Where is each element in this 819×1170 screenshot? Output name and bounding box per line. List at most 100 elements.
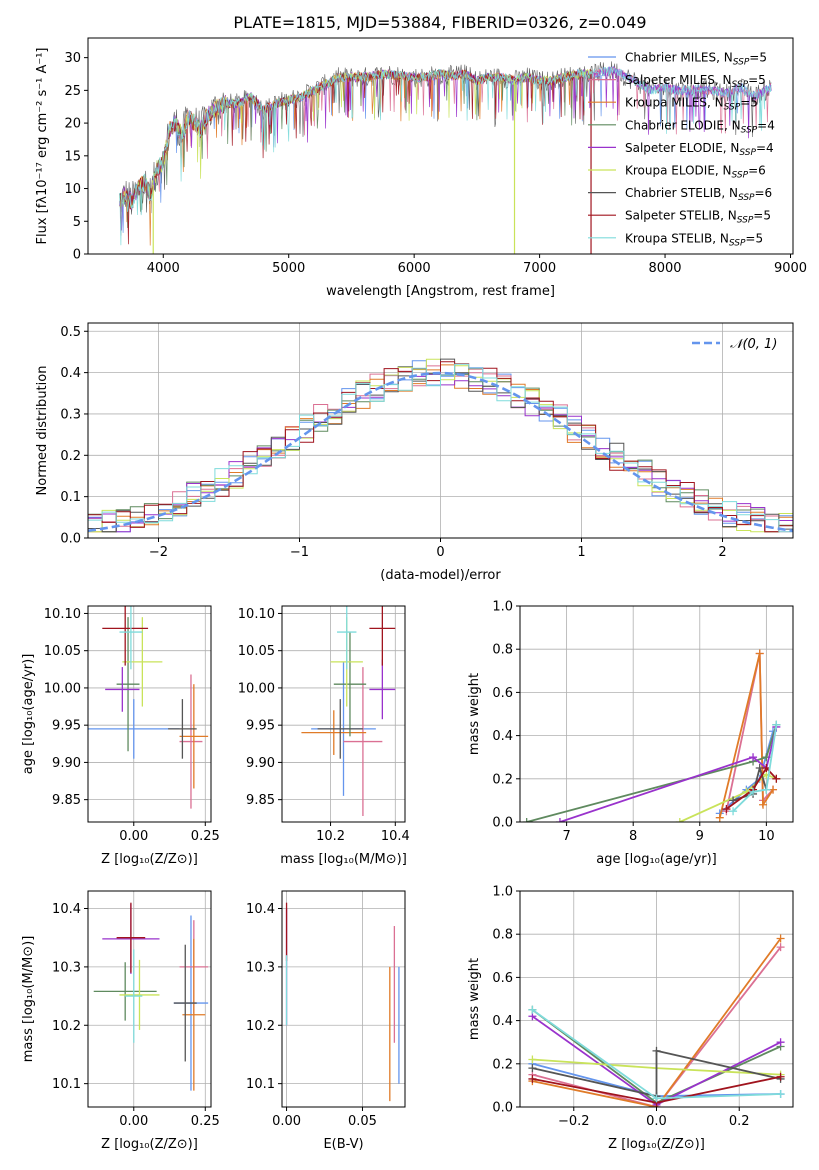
age-vs-mass-ytick-label: 10.05 xyxy=(238,644,275,659)
weight-vs-age-marker xyxy=(715,813,724,822)
mass-vs-Z-ytick-label: 10.1 xyxy=(52,1077,81,1092)
weight-vs-Z-marker xyxy=(776,1072,785,1081)
age-vs-Z-plot-area xyxy=(88,606,209,809)
spectrum-ytick-label: 30 xyxy=(64,51,81,66)
weight-vs-age-marker xyxy=(759,800,768,809)
spectrum-legend: Chabrier MILES, NSSP=5 Salpeter MILES, NS… xyxy=(588,51,775,248)
weight-vs-Z-marker xyxy=(776,934,785,943)
weight-vs-Z-marker xyxy=(528,1064,537,1073)
weight-vs-Z-line-1 xyxy=(532,946,782,1107)
legend-entry: Salpeter STELIB, NSSP=5 xyxy=(625,209,771,226)
spectrum-ytick-label: 5 xyxy=(73,215,81,230)
weight-vs-age-line-2 xyxy=(718,653,774,818)
legend-entry: Kroupa ELODIE, NSSP=6 xyxy=(625,164,766,181)
mass-vs-Z-frame xyxy=(87,890,212,1108)
weight-vs-age-marker xyxy=(555,818,564,822)
weight-vs-Z-ylabel: mass weight xyxy=(467,958,482,1040)
weight-vs-Z-xtick-label: 0.0 xyxy=(646,1114,667,1129)
weight-vs-Z-ytick-label: 1.0 xyxy=(492,885,513,900)
weight-vs-age-line-3 xyxy=(526,724,778,822)
weight-vs-age-ytick-label: 0.6 xyxy=(492,686,513,701)
mass-vs-Z-axes: 0.00 0.25 10.1 10.2 10.3 10.4 Z [log₁₀(Z/Z⊙)] m… xyxy=(21,890,220,1152)
weight-vs-age-frame xyxy=(519,605,794,823)
age-vs-Z-ytick-label: 9.85 xyxy=(52,793,81,808)
mass-vs-EBV-ytick-label: 10.3 xyxy=(246,960,275,975)
mass-vs-Z-xtick-label: 0.00 xyxy=(119,1114,148,1129)
weight-vs-Z-marker xyxy=(776,943,785,952)
weight-vs-age-marker xyxy=(749,753,758,762)
mass-vs-EBV-plot-area xyxy=(285,902,400,1102)
residuals-xtick-label: 0 xyxy=(436,545,444,560)
weight-vs-age-plot-area xyxy=(522,649,781,822)
age-vs-mass-frame xyxy=(281,605,406,823)
weight-vs-age-ytick-label: 0.8 xyxy=(492,643,513,658)
legend-entry: Kroupa MILES, NSSP=5 xyxy=(625,96,758,113)
weight-vs-age-ylabel: mass weight xyxy=(467,673,482,755)
age-vs-mass-axes: 10.2 10.4 9.85 9.90 9.95 10.00 10.05 10.10 mass … xyxy=(238,605,410,867)
residuals-ytick-label: 0.3 xyxy=(60,407,81,422)
weight-vs-age-marker xyxy=(749,787,758,796)
weight-vs-Z-marker xyxy=(652,1094,661,1103)
age-vs-Z-ytick-label: 9.95 xyxy=(52,719,81,734)
legend-entry: Chabrier MILES, NSSP=5 xyxy=(625,51,767,68)
figure-title: PLATE=1815, MJD=53884, FIBERID=0326, z=0… xyxy=(233,13,646,32)
mass-vs-EBV-frame xyxy=(281,890,406,1108)
age-vs-Z-ytick-label: 10.00 xyxy=(44,681,81,696)
spectrum-xtick-label: 7000 xyxy=(523,261,556,276)
legend-entry: Salpeter MILES, NSSP=5 xyxy=(625,73,766,90)
normal-legend-label: 𝒩(0, 1) xyxy=(730,337,777,352)
weight-vs-Z-ytick-label: 0.6 xyxy=(492,971,513,986)
weight-vs-age-marker xyxy=(772,720,781,729)
spectrum-ytick-label: 20 xyxy=(64,117,81,132)
residuals-ytick-label: 0.5 xyxy=(60,325,81,340)
spectrum-ytick-label: 25 xyxy=(64,84,81,99)
weight-vs-age-ytick-label: 0.0 xyxy=(492,816,513,831)
mass-vs-EBV-xlabel: E(B-V) xyxy=(323,1137,363,1152)
age-vs-mass-ytick-label: 9.95 xyxy=(246,719,275,734)
mass-vs-EBV-ytick-label: 10.4 xyxy=(246,902,275,917)
residuals-axes: −2 −1 0 1 2 0.0 0.1 0.2 0.3 0.4 0.5 (data-model)/er… xyxy=(35,322,794,583)
weight-vs-Z-marker xyxy=(652,1046,661,1055)
weight-vs-Z-marker xyxy=(776,1038,785,1047)
age-vs-mass-ytick-label: 10.00 xyxy=(238,681,275,696)
weight-vs-Z-xtick-label: −0.2 xyxy=(558,1114,590,1129)
weight-vs-age-line-4 xyxy=(559,726,778,822)
weight-vs-age-xtick-label: 9 xyxy=(696,829,704,844)
weight-vs-age-marker xyxy=(772,774,781,783)
mass-vs-EBV-axes: 0.00 0.05 10.1 10.2 10.3 10.4 E(B-V) xyxy=(246,890,406,1152)
age-vs-mass-xtick-label: 10.4 xyxy=(381,829,410,844)
residuals-ytick-label: 0.2 xyxy=(60,449,81,464)
age-vs-Z-ytick-label: 10.05 xyxy=(44,644,81,659)
weight-vs-Z-marker xyxy=(776,1090,785,1099)
residuals-ytick-label: 0.1 xyxy=(60,490,81,505)
weight-vs-Z-line-2 xyxy=(532,937,782,1107)
weight-vs-age-line-7 xyxy=(725,766,778,810)
weight-vs-age-marker xyxy=(722,805,731,814)
age-vs-Z-ylabel: age [log₁₀(age/yr)] xyxy=(21,654,36,775)
spectrum-xtick-label: 8000 xyxy=(648,261,681,276)
age-vs-Z-axes: 0.00 0.25 9.85 9.90 9.95 10.00 10.05 10.10 Z [lo… xyxy=(21,605,220,867)
spectrum-ylabel: Flux [fλ10⁻¹⁷ erg cm⁻² s⁻¹ A⁻¹] xyxy=(35,48,50,245)
spectrum-ytick-label: 10 xyxy=(64,182,81,197)
age-vs-Z-xtick-label: 0.00 xyxy=(119,829,148,844)
age-vs-mass-ytick-label: 9.90 xyxy=(246,756,275,771)
mass-vs-Z-xlabel: Z [log₁₀(Z/Z⊙)] xyxy=(101,1137,198,1152)
weight-vs-age-ytick-label: 0.4 xyxy=(492,729,513,744)
residuals-ytick-label: 0.4 xyxy=(60,366,81,381)
spectrum-xlabel: wavelength [Angstrom, rest frame] xyxy=(326,284,555,299)
mass-vs-EBV-xtick-label: 0.00 xyxy=(272,1114,301,1129)
spectrum-line-8 xyxy=(119,66,772,246)
age-vs-Z-xlabel: Z [log₁₀(Z/Z⊙)] xyxy=(101,852,198,867)
weight-vs-Z-ytick-label: 0.8 xyxy=(492,928,513,943)
weight-vs-Z-ytick-label: 0.2 xyxy=(492,1057,513,1072)
age-vs-mass-ytick-label: 9.85 xyxy=(246,793,275,808)
mass-vs-EBV-xtick-label: 0.05 xyxy=(348,1114,377,1129)
residuals-xtick-label: 2 xyxy=(718,545,726,560)
mass-vs-EBV-ytick-label: 10.2 xyxy=(246,1019,275,1034)
residuals-ylabel: Normed distribution xyxy=(35,366,50,496)
legend-entry: Salpeter ELODIE, NSSP=4 xyxy=(625,141,774,158)
weight-vs-Z-line-6 xyxy=(532,1049,781,1098)
age-vs-Z-xtick-label: 0.25 xyxy=(191,829,220,844)
age-vs-mass-ytick-label: 10.10 xyxy=(238,607,275,622)
weight-vs-age-marker xyxy=(522,818,531,822)
